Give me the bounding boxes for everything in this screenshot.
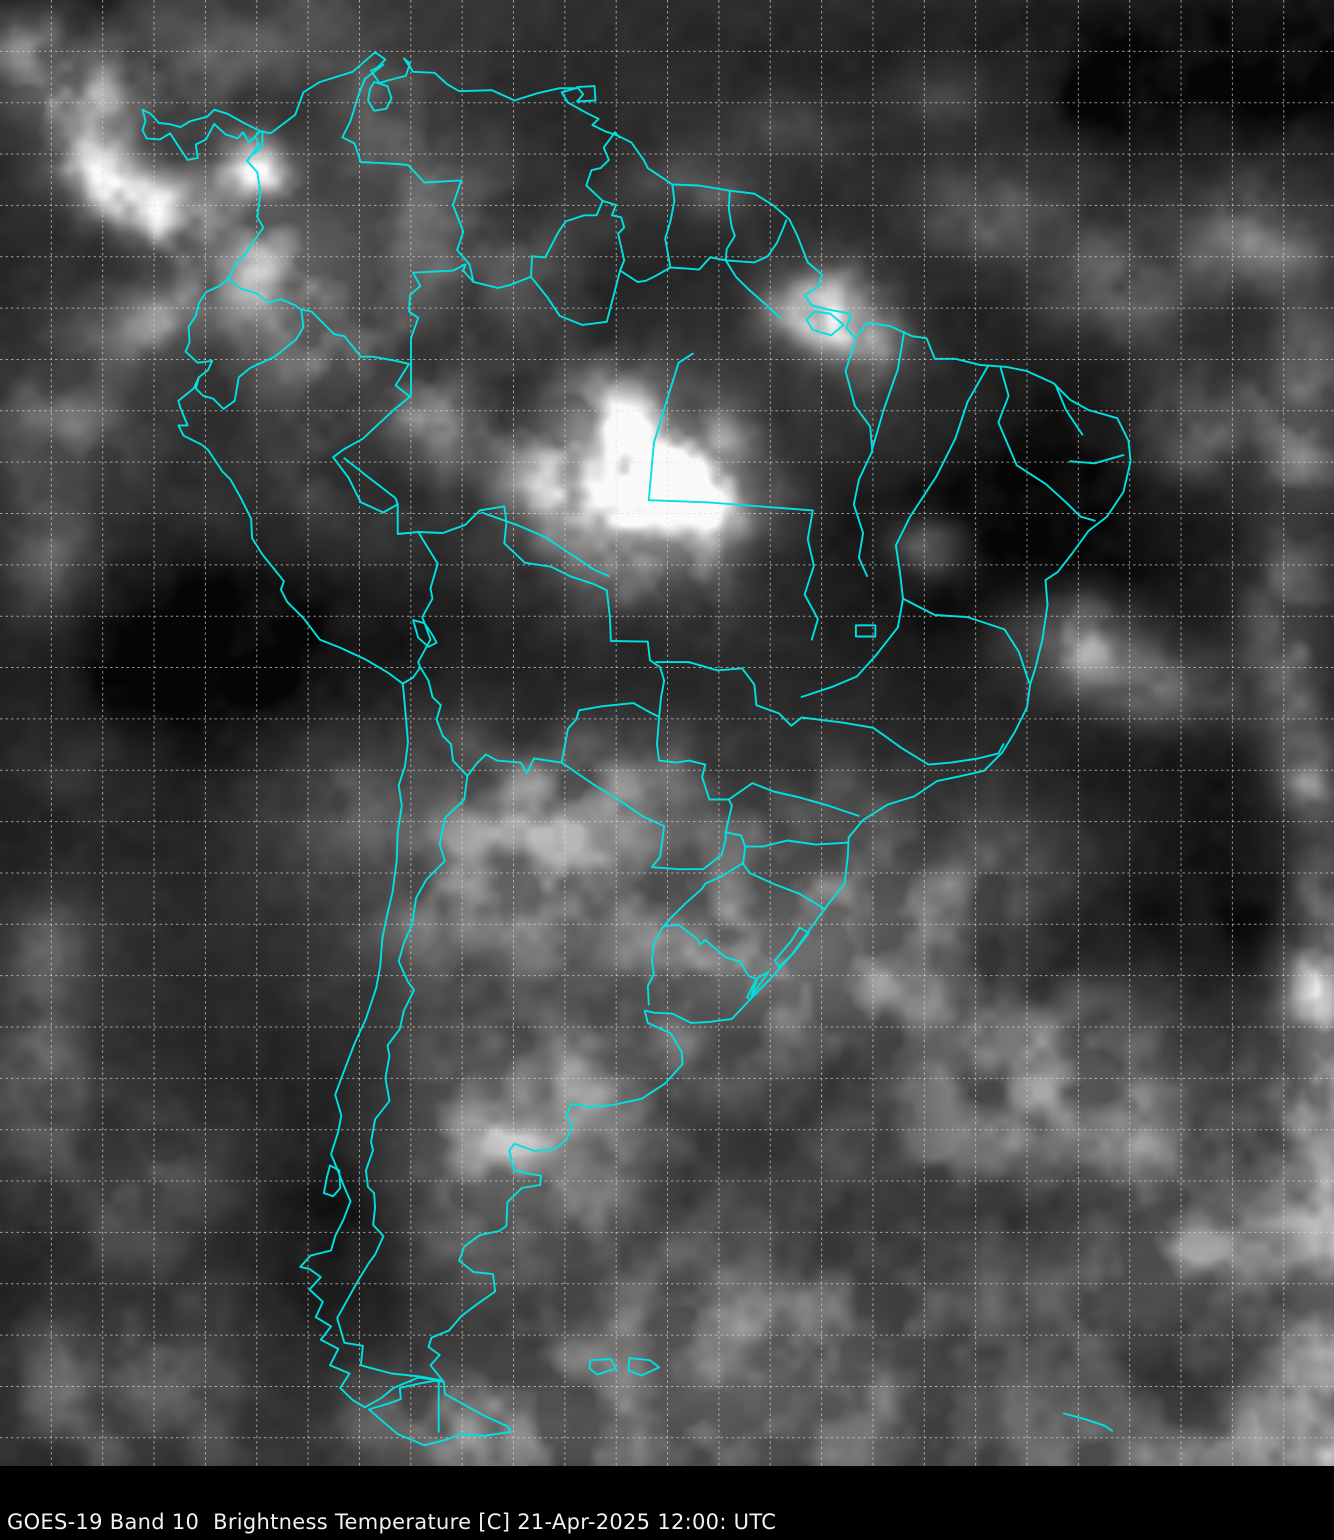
border-state-bahia-minas xyxy=(902,597,1031,684)
border-state-amapa-para xyxy=(724,259,781,319)
border-state-tocantins-bahia xyxy=(894,519,910,600)
border-state-saopaulo-parana xyxy=(727,782,860,817)
border-state-matogrosso-sul xyxy=(655,661,803,727)
border-peru-brazil xyxy=(332,395,420,535)
border-colombia-peru xyxy=(300,308,411,398)
map-grid-overlay xyxy=(0,0,1334,1466)
border-state-araguaia xyxy=(803,509,819,641)
border-guyana-suriname xyxy=(664,183,676,269)
border-french-guiana-brazil xyxy=(724,219,788,264)
border-falkland-west xyxy=(588,1358,617,1376)
border-state-rondonia xyxy=(480,511,610,578)
border-panama xyxy=(141,108,262,161)
border-colombia-venezuela xyxy=(341,63,475,283)
border-state-santacatarina-riograndedosul xyxy=(742,863,827,911)
border-state-amazonas-para xyxy=(647,352,694,502)
border-peru-bolivia xyxy=(417,531,439,669)
border-state-minas-saopaulo-rio xyxy=(800,716,1005,766)
border-bolivia-chile xyxy=(419,666,469,777)
border-lake-titicaca xyxy=(412,619,438,648)
border-state-paraiba-pernambuco xyxy=(1069,454,1125,465)
border-state-roraima-amazonas xyxy=(530,269,622,326)
border-colombia-brazil xyxy=(408,263,475,398)
border-chile-argentina xyxy=(336,774,469,1382)
border-state-matogrosso-north xyxy=(647,499,814,512)
border-colombia-ecuador xyxy=(226,277,303,311)
border-falkland-east xyxy=(627,1357,661,1377)
border-distrito-federal xyxy=(854,624,877,638)
image-caption: GOES-19 Band 10 Brightness Temperature [… xyxy=(7,1510,777,1534)
border-colombia-panama xyxy=(253,130,264,155)
border-state-maranhao-piaui xyxy=(907,364,990,522)
border-paraguay-argentina xyxy=(560,761,727,871)
border-venezuela-guyana xyxy=(585,131,621,202)
country-borders xyxy=(141,51,1132,1447)
border-argentina-brazil xyxy=(662,831,747,928)
border-ecuador-peru xyxy=(194,308,305,410)
border-paraguay-brazil xyxy=(656,715,733,834)
border-south-georgia xyxy=(1063,1412,1114,1432)
border-bolivia-paraguay xyxy=(560,702,661,764)
border-bolivia-brazil xyxy=(417,505,666,718)
border-state-tocantins-river xyxy=(844,341,874,578)
border-state-pernambuco-bahia xyxy=(1015,464,1096,522)
border-marajo-island xyxy=(805,310,845,337)
border-brazil-uruguay xyxy=(662,923,758,1001)
latlon-grid xyxy=(0,0,1334,1466)
border-state-maranhao-para xyxy=(871,331,906,450)
border-coast-south-america xyxy=(177,51,1132,1409)
border-venezuela-brazil xyxy=(472,199,604,289)
border-chiloe-island xyxy=(322,1164,342,1198)
border-argentina-uruguay xyxy=(646,925,665,1006)
border-tierra-del-fuego xyxy=(368,1379,512,1447)
border-lagoa-mirim xyxy=(750,970,770,998)
border-suriname-french-guiana xyxy=(724,189,736,262)
border-guyana-brazil xyxy=(601,199,672,283)
border-bolivia-argentina xyxy=(466,753,563,777)
border-state-parana-santacatarina xyxy=(744,839,849,848)
border-state-piaui-ceara xyxy=(997,365,1018,467)
border-lake-maracaibo xyxy=(367,81,393,112)
border-state-ceara-east xyxy=(1054,384,1084,436)
border-state-goias-minas xyxy=(800,597,904,698)
border-state-acre xyxy=(343,457,399,506)
border-lagoa-dos-patos xyxy=(773,926,810,968)
border-suriname-brazil xyxy=(669,256,727,271)
border-trinidad xyxy=(576,85,597,103)
border-peru-chile xyxy=(401,666,422,685)
